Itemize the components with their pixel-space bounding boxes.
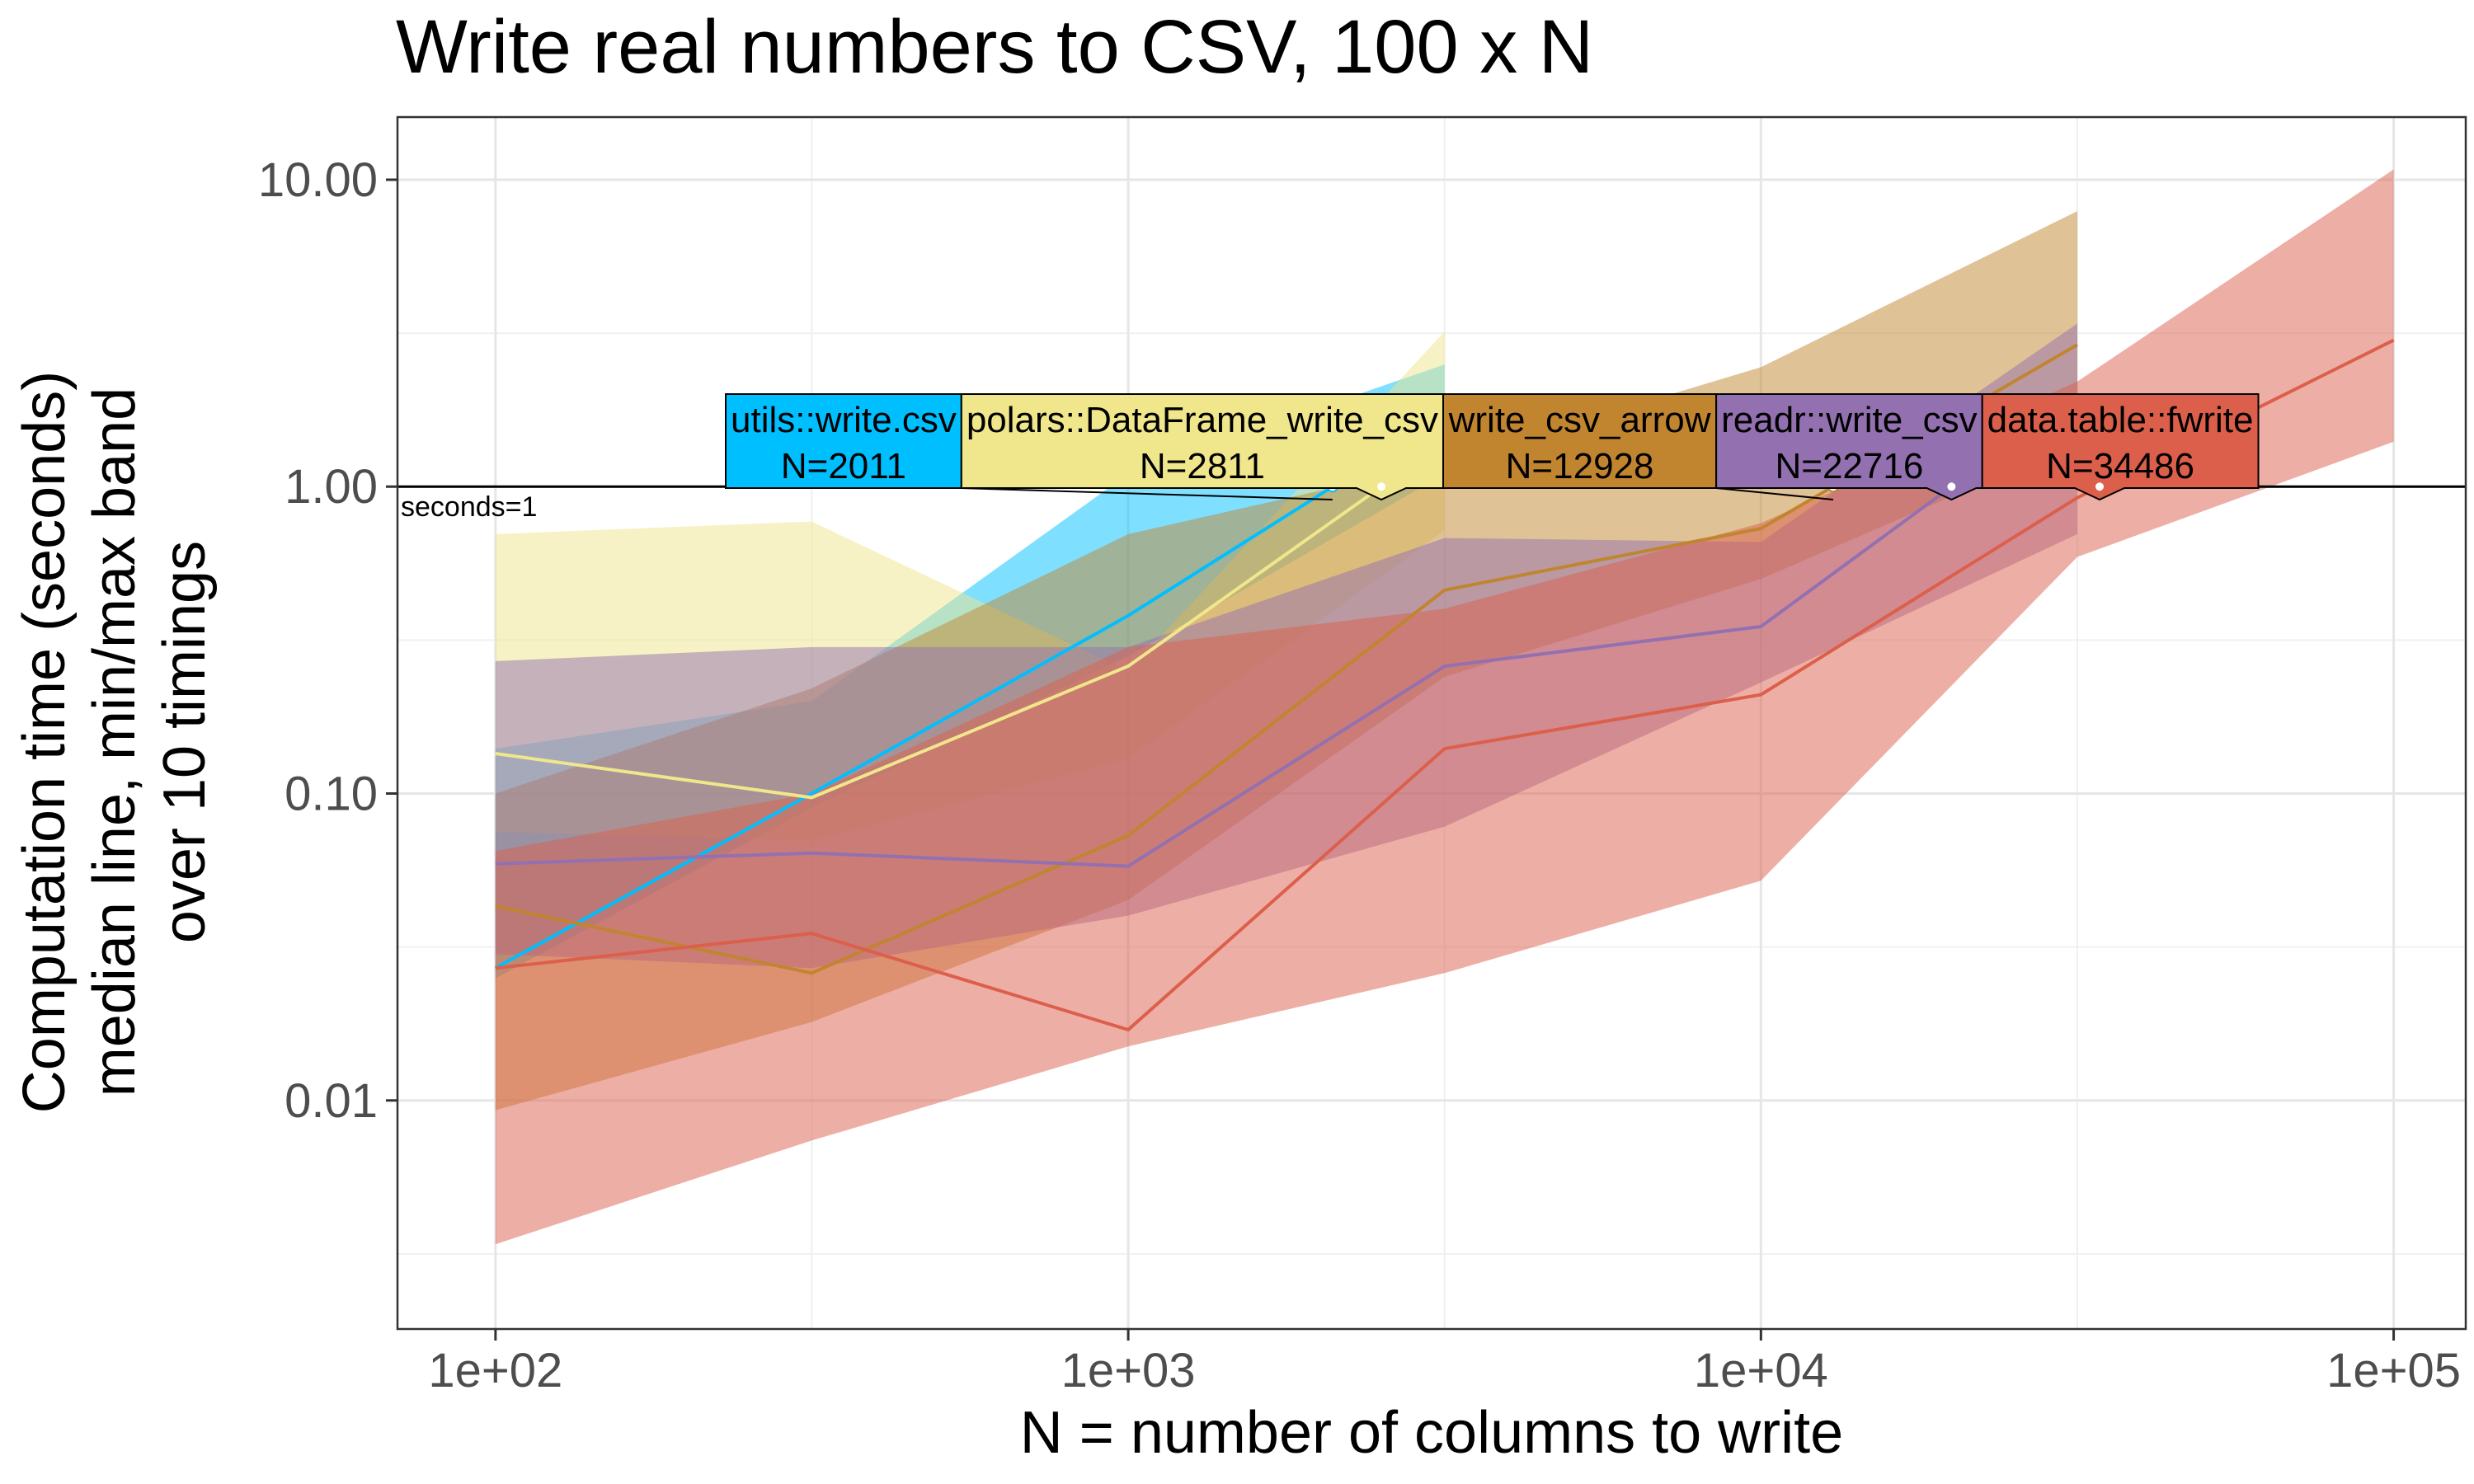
y-tick-label: 0.01 [285, 1074, 378, 1128]
axis-ticks: 1e+02 1e+03 1e+04 1e+05 0.01 0.10 1.00 10.00 [258, 153, 2461, 1397]
series-label-name-utils-write-csv: utils::write.csv [731, 400, 957, 440]
x-tick-label: 1e+03 [1061, 1344, 1196, 1397]
y-axis-label-line-2: median line, min/max band [82, 387, 148, 1097]
band-data-table-fwrite [495, 169, 2394, 1245]
series-label-box-data-table-fwrite [1981, 393, 2260, 501]
crossing-point-readr-write-csv [1945, 481, 1958, 493]
x-tick-label: 1e+02 [428, 1344, 562, 1397]
x-axis-label: N = number of columns to write [1020, 1400, 1843, 1466]
series-label-name-polars-dataframe-write-csv: polars::DataFrame_write_csv [967, 400, 1438, 440]
reference-line-label: seconds=1 [401, 491, 537, 523]
y-axis-label: Computation time (seconds) median line, … [12, 371, 218, 1113]
series-label-name-data-table-fwrite: data.table::fwrite [1987, 400, 2254, 440]
crossing-point-data-table-fwrite [2094, 481, 2106, 493]
series-label-crossing-polars-dataframe-write-csv: N=2811 [1140, 446, 1265, 486]
y-tick-label: 0.10 [285, 768, 378, 821]
x-tick-label: 1e+05 [2326, 1344, 2461, 1397]
series-label-name-write-csv-arrow: write_csv_arrow [1448, 400, 1711, 440]
series-label-crossing-utils-write-csv: N=2011 [781, 446, 906, 486]
y-tick-label: 1.00 [285, 460, 378, 514]
x-tick-label: 1e+04 [1694, 1344, 1828, 1397]
series-label-crossing-readr-write-csv: N=22716 [1775, 446, 1923, 486]
y-axis-label-line-1: Computation time (seconds) [12, 371, 78, 1113]
chart-title: Write real numbers to CSV, 100 x N [396, 5, 1593, 89]
median-line-utils-write-csv [494, 414, 1446, 970]
y-tick-label: 10.00 [258, 153, 378, 207]
median-line-readr-write-csv [495, 392, 2079, 868]
series-label-crossing-data-table-fwrite: N=34486 [2046, 446, 2194, 486]
crossing-point-polars-dataframe-write-csv [1376, 481, 1388, 493]
median-line-polars-dataframe-write-csv [495, 440, 1446, 800]
median-line-data-table-fwrite [495, 338, 2395, 1032]
series-label-crossing-write-csv-arrow: N=12928 [1506, 446, 1654, 486]
y-axis-label-line-3: over 10 timings [152, 541, 218, 943]
series-label-name-readr-write-csv: readr::write_csv [1721, 400, 1978, 440]
plot-panel-border [396, 115, 2467, 1331]
